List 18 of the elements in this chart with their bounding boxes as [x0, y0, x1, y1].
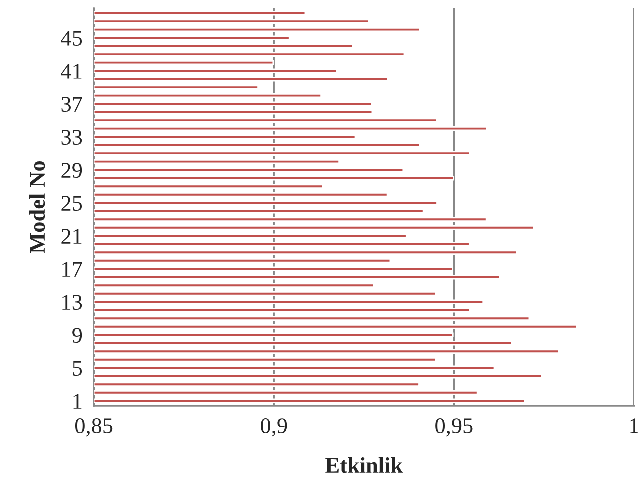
y-tick-label: 45 [61, 31, 82, 46]
y-tick-label: 13 [62, 295, 82, 310]
y-tick-label: 9 [72, 328, 82, 344]
x-tick-label: 0,9 [261, 418, 288, 437]
y-tick-label: 41 [61, 64, 82, 79]
x-axis-title: Etkinlik [326, 457, 404, 474]
y-axis-title: Model No [29, 161, 46, 254]
y-tick-label: 21 [62, 229, 82, 244]
y-tick-label: 33 [62, 130, 82, 146]
y-tick-label: 1 [74, 394, 82, 409]
x-tick-label: 0,85 [75, 418, 113, 437]
y-tick-label: 29 [62, 163, 82, 178]
y-tick-label: 37 [62, 97, 82, 112]
y-tick-label: 17 [62, 262, 82, 277]
x-tick-label: 0,95 [436, 418, 473, 437]
y-tick-label: 5 [73, 361, 82, 376]
y-tick-label: 25 [62, 196, 82, 212]
x-tick-label: 1 [630, 418, 638, 434]
